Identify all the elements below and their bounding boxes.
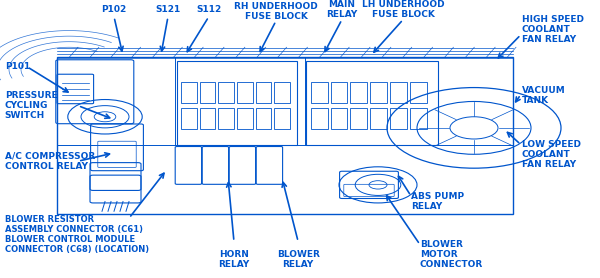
Bar xyxy=(311,108,328,129)
Bar xyxy=(218,108,234,129)
Bar xyxy=(237,82,253,103)
Text: LOW SPEED
COOLANT
FAN RELAY: LOW SPEED COOLANT FAN RELAY xyxy=(522,140,581,169)
Text: HORN
RELAY: HORN RELAY xyxy=(218,250,250,269)
Bar xyxy=(390,108,407,129)
Text: ABS PUMP
RELAY: ABS PUMP RELAY xyxy=(411,192,464,211)
Text: RH UNDERHOOD
FUSE BLOCK: RH UNDERHOOD FUSE BLOCK xyxy=(234,2,318,21)
Bar xyxy=(370,108,387,129)
Bar xyxy=(331,82,347,103)
Bar xyxy=(181,82,197,103)
Bar xyxy=(311,82,328,103)
Text: BLOWER
RELAY: BLOWER RELAY xyxy=(277,250,320,269)
Bar xyxy=(274,82,290,103)
Text: S112: S112 xyxy=(196,5,221,14)
Bar xyxy=(256,108,271,129)
Text: PRESSURE
CYCLING
SWITCH: PRESSURE CYCLING SWITCH xyxy=(5,91,58,120)
Bar xyxy=(218,82,234,103)
Bar xyxy=(390,82,407,103)
Bar xyxy=(331,108,347,129)
Text: A/C COMPRESSOR
CONTROL RELAY: A/C COMPRESSOR CONTROL RELAY xyxy=(5,152,95,171)
Bar xyxy=(350,82,367,103)
Text: BLOWER RESISTOR
ASSEMBLY CONNECTOR (C61)
BLOWER CONTROL MODULE
CONNECTOR (C68) (: BLOWER RESISTOR ASSEMBLY CONNECTOR (C61)… xyxy=(5,215,149,254)
Bar xyxy=(256,82,271,103)
Bar xyxy=(410,108,427,129)
Bar xyxy=(200,82,215,103)
Text: MAIN
RELAY: MAIN RELAY xyxy=(326,0,358,19)
Text: LH UNDERHOOD
FUSE BLOCK: LH UNDERHOOD FUSE BLOCK xyxy=(362,0,445,19)
Bar xyxy=(410,82,427,103)
Bar xyxy=(350,108,367,129)
Text: P102: P102 xyxy=(101,5,127,14)
Bar xyxy=(177,61,297,145)
Bar xyxy=(181,108,197,129)
Bar xyxy=(200,108,215,129)
Text: S121: S121 xyxy=(155,5,181,14)
Bar xyxy=(306,61,438,145)
Bar xyxy=(237,108,253,129)
Text: BLOWER
MOTOR
CONNECTOR: BLOWER MOTOR CONNECTOR xyxy=(420,240,483,269)
Bar xyxy=(57,57,513,214)
Text: VACUUM
TANK: VACUUM TANK xyxy=(522,86,566,105)
Text: P101: P101 xyxy=(5,62,30,71)
Bar xyxy=(274,108,290,129)
Text: HIGH SPEED
COOLANT
FAN RELAY: HIGH SPEED COOLANT FAN RELAY xyxy=(522,15,584,44)
Bar xyxy=(370,82,387,103)
